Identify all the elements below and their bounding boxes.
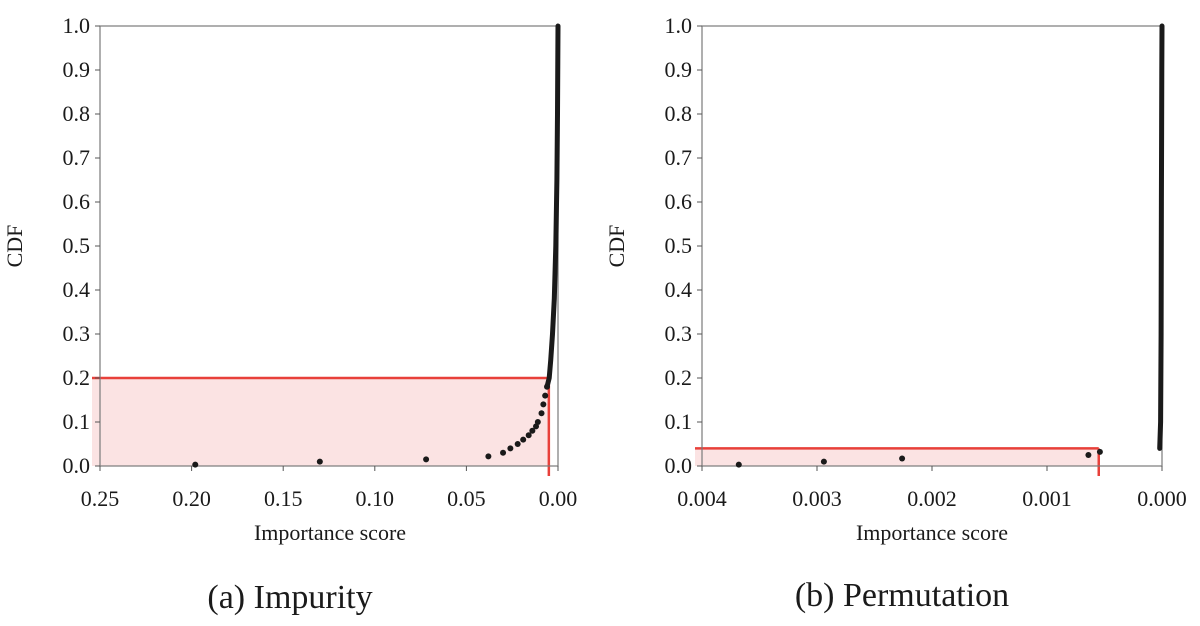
y-tick-label: 0.5 [63,233,91,258]
data-point [735,461,742,468]
y-tick-label: 0.2 [63,365,91,390]
x-tick-label: 0.10 [356,486,395,511]
data-point [525,432,532,439]
y-tick-label: 1.0 [665,13,693,38]
x-tick-label: 0.15 [264,486,303,511]
y-tick-label: 0.6 [665,189,693,214]
data-point [1096,448,1103,455]
y-tick-label: 0.4 [665,277,693,302]
x-tick-label: 0.000 [1137,486,1187,511]
x-tick-label: 0.001 [1022,486,1072,511]
data-point [1085,452,1092,458]
data-point [485,453,492,460]
y-tick-label: 1.0 [63,13,91,38]
data-point [542,392,549,399]
permutation-panel: 0.0 0.1 0.2 0.3 0.4 0.5 0.6 0.7 0.8 0.9 1.0 0.004 0.… [604,13,1187,614]
data-point [500,449,507,456]
plot-frame [701,25,1163,467]
y-tick-label: 0.2 [665,365,693,390]
y-tick-label: 0.0 [665,453,693,478]
data-point [520,436,527,443]
y-tick-label: 0.1 [665,409,693,434]
y-axis-title: CDF [2,225,27,268]
y-tick-label: 0.1 [63,409,91,434]
y-axis-title: CDF [604,225,629,268]
data-point [529,427,536,434]
x-tick-label: 0.004 [677,486,727,511]
x-tick-label: 0.25 [81,486,120,511]
data-point [514,441,521,447]
y-tick-label: 0.8 [63,101,91,126]
data-point [316,458,323,465]
y-tick-label: 0.9 [665,57,693,82]
data-point [534,419,541,425]
data-point [423,456,430,463]
x-tick-label: 0.002 [907,486,957,511]
impurity-panel: 0.0 0.1 0.2 0.3 0.4 0.5 0.6 0.7 0.8 0.9 1.0 0.25 0.2… [2,13,577,616]
data-point [540,401,547,408]
y-tick-label: 0.4 [63,277,91,302]
highlight-region [92,378,549,466]
data-point [192,461,199,468]
data-point [899,455,906,462]
x-axis-title: Importance score [254,520,406,545]
x-tick-label: 0.003 [792,486,842,511]
panel-caption: (a) Impurity [207,579,372,616]
x-axis-title: Importance score [856,520,1008,545]
y-tick-label: 0.3 [63,321,91,346]
y-tick-label: 0.7 [63,145,91,170]
x-tick-label: 0.00 [539,486,578,511]
x-tick-label: 0.05 [447,486,486,511]
y-tick-label: 0.0 [63,453,91,478]
data-point [507,445,514,452]
data-point [544,383,551,390]
y-tick-label: 0.9 [63,57,91,82]
data-point [820,458,827,465]
y-tick-label: 0.7 [665,145,693,170]
y-tick-label: 0.8 [665,101,693,126]
y-tick-label: 0.3 [665,321,693,346]
data-point [538,410,545,417]
y-tick-label: 0.6 [63,189,91,214]
x-tick-label: 0.20 [172,486,211,511]
cdf-curve [1157,23,1165,451]
cdf-curve [544,23,561,390]
y-tick-label: 0.5 [665,233,693,258]
panel-caption: (b) Permutation [795,577,1009,614]
highlight-region [695,448,1099,466]
